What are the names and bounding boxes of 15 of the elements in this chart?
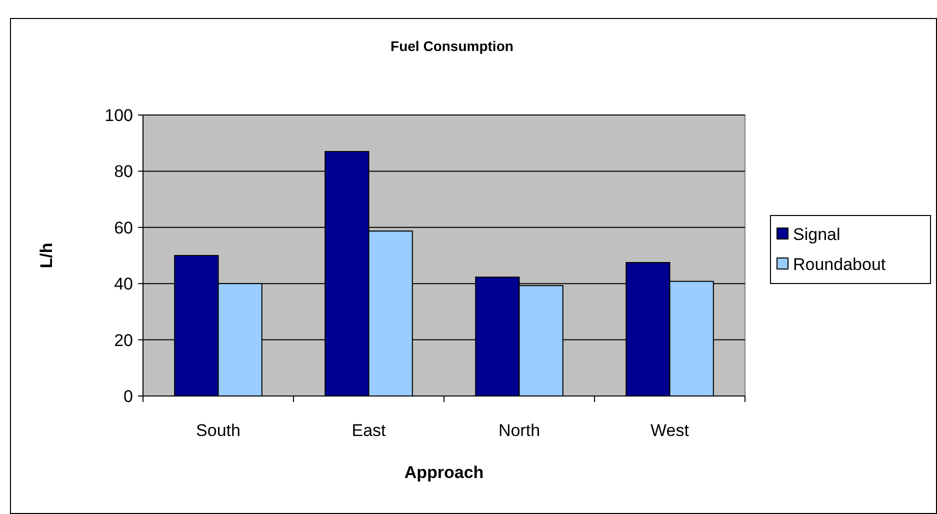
x-tick-label: East [352, 421, 386, 440]
x-axis-title: Approach [404, 463, 484, 482]
legend-label: Roundabout [793, 254, 886, 274]
y-tick-label: 80 [114, 162, 133, 182]
y-tick-label: 40 [114, 274, 133, 294]
y-tick-label: 20 [114, 330, 133, 350]
y-axis-title: L/h [37, 242, 56, 268]
legend-label: Signal [793, 224, 840, 244]
y-tick-label: 60 [114, 218, 133, 238]
chart-title: Fuel Consumption [390, 38, 514, 54]
y-tick-label: 100 [104, 106, 133, 125]
x-tick-label: North [498, 421, 540, 440]
x-tick-label: South [196, 421, 240, 440]
x-tick-label: West [650, 421, 690, 440]
y-tick-label: 0 [124, 386, 133, 406]
